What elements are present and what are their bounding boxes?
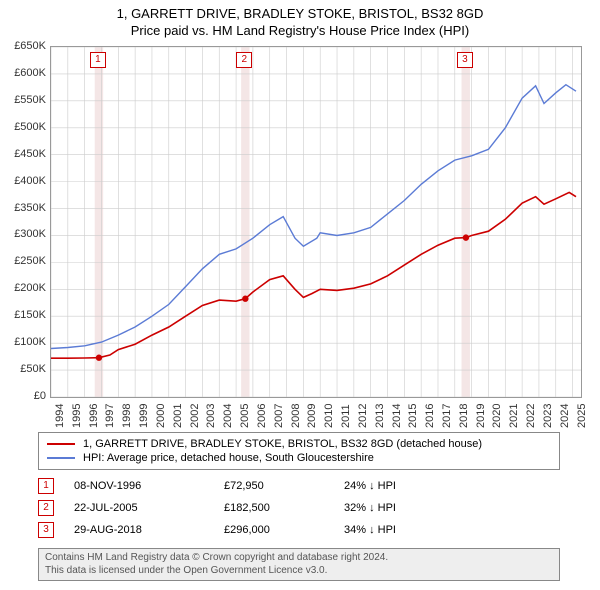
event-marker: 1 — [38, 478, 54, 494]
legend-text: HPI: Average price, detached house, Sout… — [83, 452, 374, 464]
x-tick-label: 2003 — [205, 404, 217, 428]
title-block: 1, GARRETT DRIVE, BRADLEY STOKE, BRISTOL… — [0, 0, 600, 40]
x-tick-label: 2013 — [374, 404, 386, 428]
event-delta: 32% ↓ HPI — [344, 502, 464, 514]
event-row: 3 29-AUG-2018 £296,000 34% ↓ HPI — [38, 519, 560, 541]
x-tick-label: 2018 — [458, 404, 470, 428]
x-tick-label: 2024 — [559, 404, 571, 428]
y-tick-label: £100K — [14, 336, 46, 348]
sale-marker-label: 1 — [90, 52, 106, 68]
y-tick-label: £150K — [14, 309, 46, 321]
footer-line: This data is licensed under the Open Gov… — [45, 565, 553, 578]
x-tick-label: 2011 — [340, 404, 352, 428]
x-tick-label: 2009 — [306, 404, 318, 428]
x-tick-label: 2012 — [357, 404, 369, 428]
events-table: 1 08-NOV-1996 £72,950 24% ↓ HPI 2 22-JUL… — [38, 475, 560, 541]
x-tick-label: 1994 — [54, 404, 66, 428]
legend: 1, GARRETT DRIVE, BRADLEY STOKE, BRISTOL… — [38, 432, 560, 470]
y-tick-label: £50K — [20, 363, 46, 375]
legend-row: HPI: Average price, detached house, Sout… — [47, 451, 551, 465]
x-tick-label: 2020 — [491, 404, 503, 428]
x-tick-label: 2022 — [525, 404, 537, 428]
y-tick-label: £550K — [14, 94, 46, 106]
y-tick-label: £650K — [14, 40, 46, 52]
x-tick-label: 2005 — [239, 404, 251, 428]
legend-row: 1, GARRETT DRIVE, BRADLEY STOKE, BRISTOL… — [47, 437, 551, 451]
sale-marker-label: 2 — [236, 52, 252, 68]
event-delta: 34% ↓ HPI — [344, 524, 464, 536]
event-price: £296,000 — [224, 524, 344, 536]
event-marker: 3 — [38, 522, 54, 538]
x-tick-label: 2019 — [475, 404, 487, 428]
y-tick-label: £250K — [14, 255, 46, 267]
title-address: 1, GARRETT DRIVE, BRADLEY STOKE, BRISTOL… — [0, 6, 600, 23]
legend-swatch — [47, 457, 75, 459]
y-tick-label: £300K — [14, 228, 46, 240]
event-date: 08-NOV-1996 — [74, 480, 224, 492]
x-tick-label: 2023 — [542, 404, 554, 428]
event-price: £72,950 — [224, 480, 344, 492]
x-tick-label: 2000 — [155, 404, 167, 428]
x-tick-label: 2016 — [424, 404, 436, 428]
event-row: 1 08-NOV-1996 £72,950 24% ↓ HPI — [38, 475, 560, 497]
x-tick-label: 2004 — [222, 404, 234, 428]
x-tick-label: 1999 — [138, 404, 150, 428]
x-tick-label: 1998 — [121, 404, 133, 428]
y-tick-label: £350K — [14, 202, 46, 214]
x-tick-label: 2010 — [323, 404, 335, 428]
y-tick-label: £0 — [34, 390, 46, 402]
attribution-footer: Contains HM Land Registry data © Crown c… — [38, 548, 560, 581]
sale-marker-label: 3 — [457, 52, 473, 68]
x-tick-label: 2001 — [172, 404, 184, 428]
x-tick-label: 1996 — [88, 404, 100, 428]
x-tick-label: 2007 — [273, 404, 285, 428]
x-tick-label: 1995 — [71, 404, 83, 428]
y-tick-label: £200K — [14, 282, 46, 294]
x-tick-label: 2021 — [508, 404, 520, 428]
x-tick-label: 2002 — [189, 404, 201, 428]
legend-text: 1, GARRETT DRIVE, BRADLEY STOKE, BRISTOL… — [83, 438, 482, 450]
event-date: 22-JUL-2005 — [74, 502, 224, 514]
event-price: £182,500 — [224, 502, 344, 514]
x-tick-label: 2014 — [391, 404, 403, 428]
y-tick-label: £450K — [14, 148, 46, 160]
x-tick-label: 2006 — [256, 404, 268, 428]
legend-swatch — [47, 443, 75, 445]
x-tick-label: 2017 — [441, 404, 453, 428]
event-row: 2 22-JUL-2005 £182,500 32% ↓ HPI — [38, 497, 560, 519]
x-tick-label: 2008 — [290, 404, 302, 428]
chart-plot-area — [50, 46, 582, 398]
y-tick-label: £600K — [14, 67, 46, 79]
title-subtitle: Price paid vs. HM Land Registry's House … — [0, 23, 600, 40]
event-delta: 24% ↓ HPI — [344, 480, 464, 492]
x-tick-label: 2015 — [407, 404, 419, 428]
footer-line: Contains HM Land Registry data © Crown c… — [45, 552, 553, 565]
chart-container: 1, GARRETT DRIVE, BRADLEY STOKE, BRISTOL… — [0, 0, 600, 590]
event-date: 29-AUG-2018 — [74, 524, 224, 536]
x-tick-label: 1997 — [104, 404, 116, 428]
y-tick-label: £400K — [14, 175, 46, 187]
y-tick-label: £500K — [14, 121, 46, 133]
event-marker: 2 — [38, 500, 54, 516]
chart-svg — [51, 47, 581, 397]
x-tick-label: 2025 — [576, 404, 588, 428]
